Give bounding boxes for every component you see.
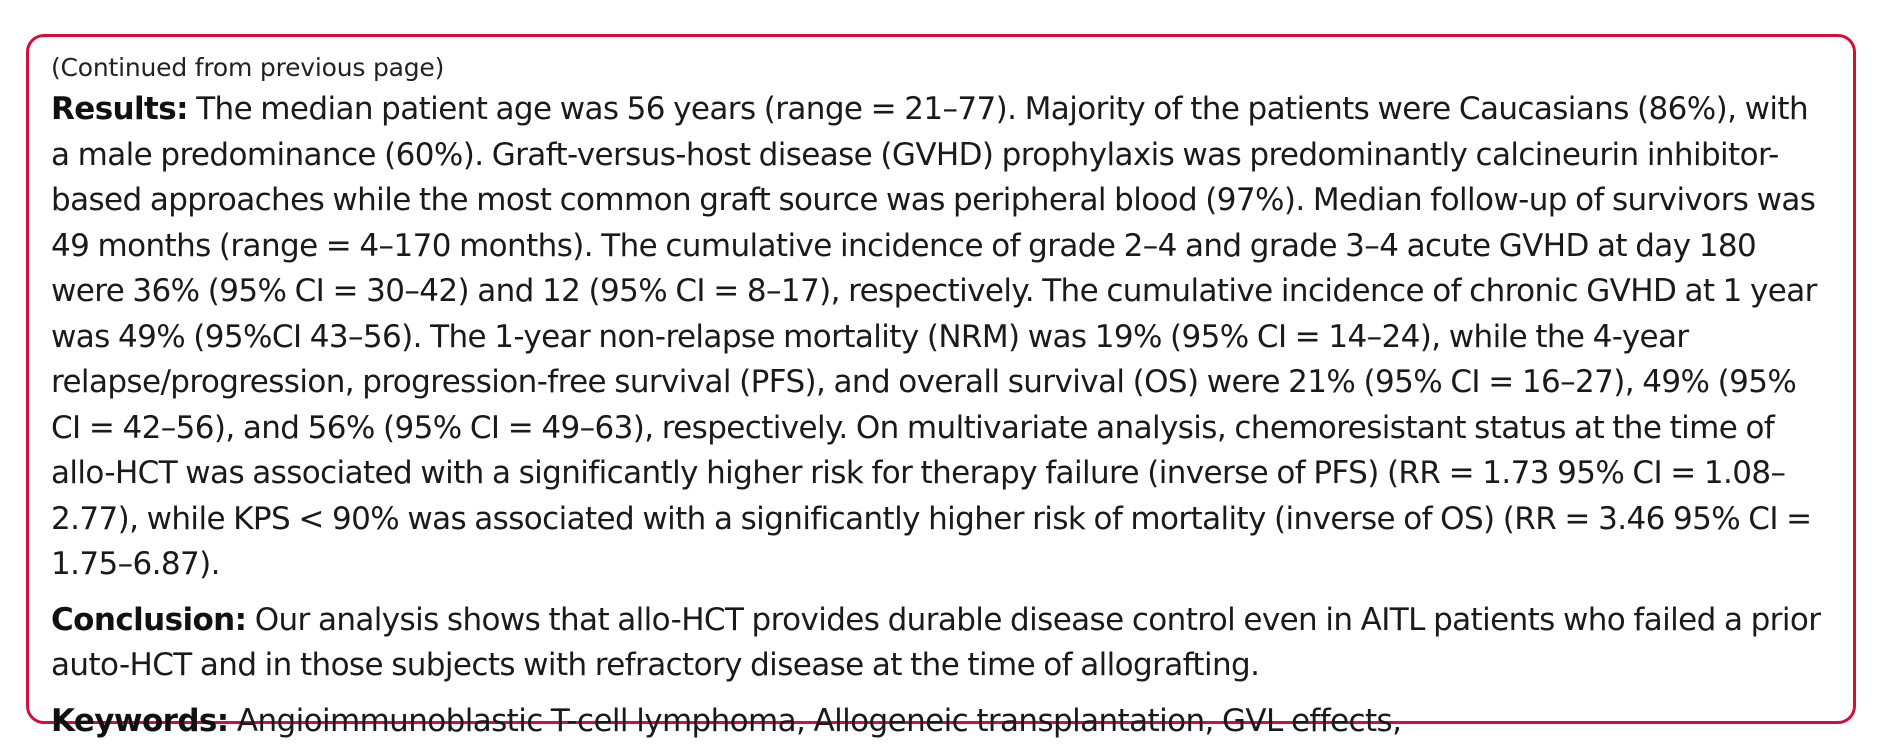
conclusion-section: Conclusion: Our analysis shows that allo…	[51, 598, 1831, 689]
keywords-text: Angioimmunoblastic T-cell lymphoma, Allo…	[236, 702, 1402, 739]
keywords-section: Keywords: Angioimmunoblastic T-cell lymp…	[51, 699, 1831, 745]
results-section: Results: The median patient age was 56 y…	[51, 87, 1831, 588]
continued-note: (Continued from previous page)	[51, 53, 445, 82]
results-label: Results:	[51, 91, 189, 127]
abstract-box: (Continued from previous page) Results: …	[26, 34, 1856, 739]
keywords-label: Keywords:	[51, 702, 229, 739]
conclusion-label: Conclusion:	[51, 601, 247, 638]
results-text: The median patient age was 56 years (ran…	[51, 91, 1817, 582]
conclusion-text: Our analysis shows that allo-HCT provide…	[51, 601, 1821, 684]
